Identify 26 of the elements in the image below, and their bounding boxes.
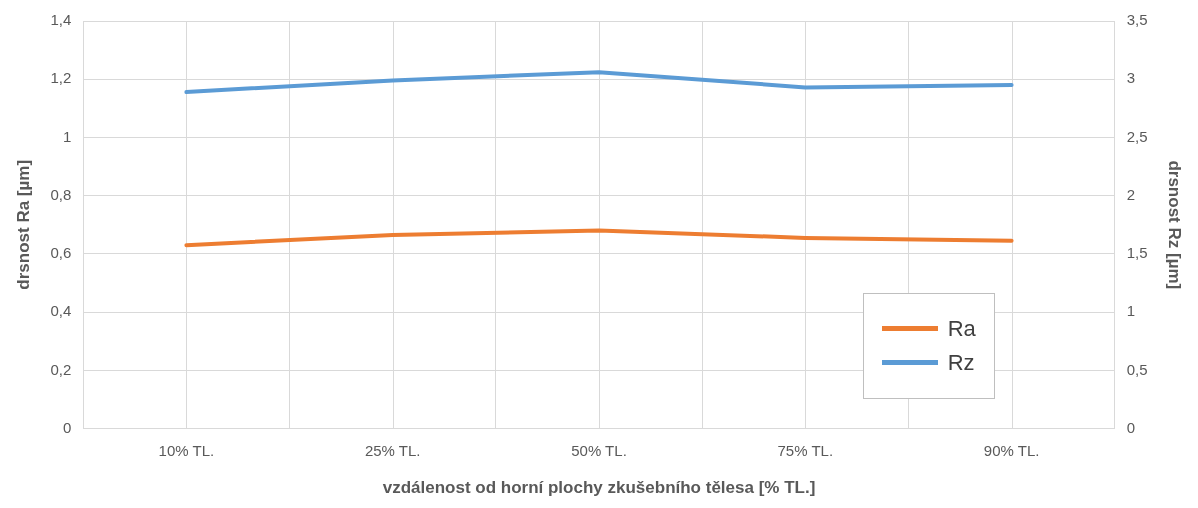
y2-tick-label: 3,5	[1126, 11, 1148, 29]
y2-tick-label: 0	[1126, 418, 1136, 436]
y-tick-label: 0,4	[50, 302, 72, 320]
x-tick-label: 75% TL.	[777, 441, 834, 459]
y2-tick-label: 0,5	[1126, 360, 1148, 378]
y-tick-label: 0,8	[50, 185, 72, 203]
y-tick-label: 0	[62, 418, 72, 436]
x-tick-label: 90% TL.	[983, 441, 1040, 459]
x-tick-label: 25% TL.	[364, 441, 421, 459]
y2-axis-title: drsnost Rz [µm]	[1165, 160, 1185, 290]
y2-tick-label: 1,5	[1126, 244, 1148, 262]
y-tick-label: 1	[62, 127, 72, 145]
y-axis-title: drsnost Ra [µm]	[13, 159, 33, 290]
legend-label: Rz	[947, 349, 975, 376]
y-tick-label: 1,4	[50, 11, 72, 29]
x-tick-label: 50% TL.	[571, 441, 627, 459]
y2-tick-label: 2,5	[1126, 127, 1148, 145]
y-tick-label: 0,2	[50, 360, 72, 378]
legend-label: Ra	[947, 315, 976, 342]
x-tick-label: 10% TL.	[158, 441, 215, 459]
y2-tick-label: 3	[1126, 69, 1136, 87]
x-axis-title: vzdálenost od horní plochy zkušebního tělesa [% TL.]	[382, 478, 816, 498]
y-tick-label: 1,2	[50, 69, 72, 87]
y2-tick-label: 2	[1126, 185, 1136, 203]
y2-tick-label: 1	[1126, 302, 1136, 320]
y-tick-label: 0,6	[50, 244, 72, 262]
